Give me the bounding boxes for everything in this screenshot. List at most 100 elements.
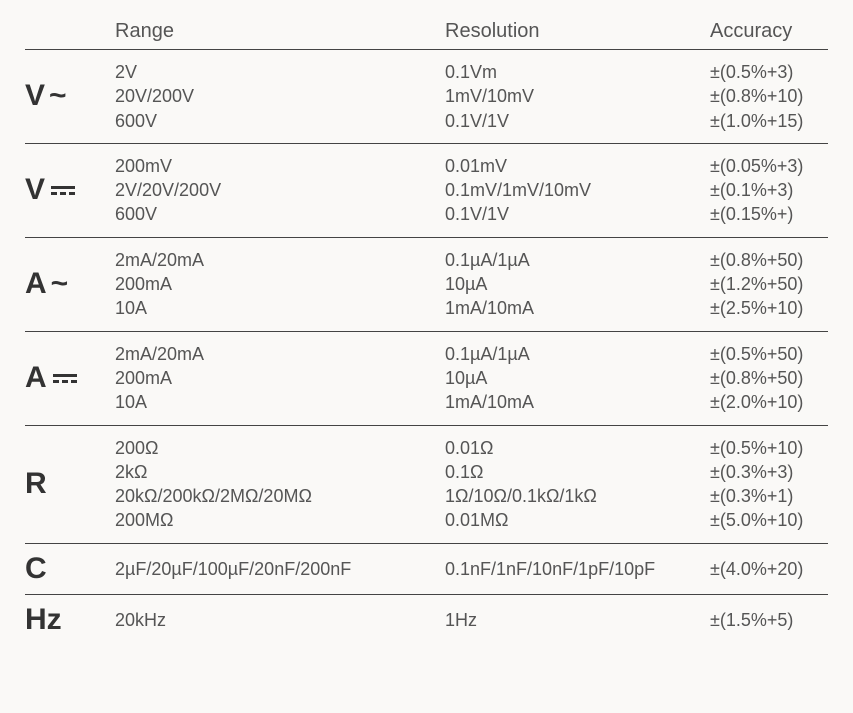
resolution-value: 1Ω/10Ω/0.1kΩ/1kΩ: [445, 484, 710, 508]
dc-icon: [51, 186, 75, 195]
measurement-symbol: Hz: [25, 605, 115, 635]
spec-rows: 2mA/20mA0.1µA/1µA±(0.8%+50)200mA10µA±(1.…: [115, 248, 828, 321]
spec-rows: 2µF/20µF/100µF/20nF/200nF0.1nF/1nF/10nF/…: [115, 557, 828, 581]
spec-row: 2V0.1Vm±(0.5%+3): [115, 60, 828, 84]
resolution-value: 0.1nF/1nF/10nF/1pF/10pF: [445, 557, 710, 581]
spec-row: 600V0.1V/1V±(1.0%+15): [115, 109, 828, 133]
spec-section: A~2mA/20mA0.1µA/1µA±(0.8%+50)200mA10µA±(…: [25, 238, 828, 331]
symbol-letter: A: [25, 269, 47, 299]
measurement-symbol: V~: [25, 81, 115, 111]
spec-table-body: V~2V0.1Vm±(0.5%+3)20V/200V1mV/10mV±(0.8%…: [25, 49, 828, 645]
range-value: 200mV: [115, 154, 445, 178]
accuracy-value: ±(0.8%+10): [710, 84, 828, 108]
accuracy-value: ±(0.5%+50): [710, 342, 828, 366]
spec-row: 2µF/20µF/100µF/20nF/200nF0.1nF/1nF/10nF/…: [115, 557, 828, 581]
accuracy-value: ±(1.2%+50): [710, 272, 828, 296]
spec-row: 200mA10µA±(1.2%+50): [115, 272, 828, 296]
dc-icon: [53, 374, 77, 383]
spec-row: 2mA/20mA0.1µA/1µA±(0.5%+50): [115, 342, 828, 366]
range-value: 2V: [115, 60, 445, 84]
ac-icon: ~: [49, 81, 67, 111]
range-value: 20kΩ/200kΩ/2MΩ/20MΩ: [115, 484, 445, 508]
range-value: 20V/200V: [115, 84, 445, 108]
range-value: 2mA/20mA: [115, 248, 445, 272]
resolution-value: 10µA: [445, 366, 710, 390]
header-accuracy: Accuracy: [710, 20, 828, 43]
spec-row: 10A1mA/10mA±(2.0%+10): [115, 390, 828, 414]
spec-row: 200mA10µA±(0.8%+50): [115, 366, 828, 390]
resolution-value: 0.1Ω: [445, 460, 710, 484]
symbol-letter: C: [25, 554, 47, 584]
measurement-symbol: C: [25, 554, 115, 584]
accuracy-value: ±(5.0%+10): [710, 508, 828, 532]
spec-rows: 2V0.1Vm±(0.5%+3)20V/200V1mV/10mV±(0.8%+1…: [115, 60, 828, 133]
table-header: Range Resolution Accuracy: [25, 20, 828, 49]
measurement-symbol: R: [25, 469, 115, 499]
accuracy-value: ±(1.0%+15): [710, 109, 828, 133]
accuracy-value: ±(2.0%+10): [710, 390, 828, 414]
accuracy-value: ±(0.5%+3): [710, 60, 828, 84]
resolution-value: 0.1Vm: [445, 60, 710, 84]
spec-row: 20kHz1Hz±(1.5%+5): [115, 608, 828, 632]
resolution-value: 1mA/10mA: [445, 390, 710, 414]
accuracy-value: ±(0.1%+3): [710, 178, 828, 202]
resolution-value: 0.1V/1V: [445, 202, 710, 226]
header-symbol-spacer: [25, 20, 115, 43]
range-value: 200Ω: [115, 436, 445, 460]
symbol-letter: V: [25, 175, 45, 205]
resolution-value: 1mA/10mA: [445, 296, 710, 320]
resolution-value: 1mV/10mV: [445, 84, 710, 108]
resolution-value: 0.1µA/1µA: [445, 342, 710, 366]
range-value: 2kΩ: [115, 460, 445, 484]
symbol-letter: R: [25, 469, 47, 499]
resolution-value: 0.1µA/1µA: [445, 248, 710, 272]
spec-row: 20V/200V1mV/10mV±(0.8%+10): [115, 84, 828, 108]
resolution-value: 0.1mV/1mV/10mV: [445, 178, 710, 202]
range-value: 20kHz: [115, 608, 445, 632]
header-range: Range: [115, 20, 445, 43]
spec-section: Hz 20kHz1Hz±(1.5%+5): [25, 595, 828, 645]
header-resolution: Resolution: [445, 20, 710, 43]
spec-section: V~2V0.1Vm±(0.5%+3)20V/200V1mV/10mV±(0.8%…: [25, 50, 828, 143]
spec-section: A2mA/20mA0.1µA/1µA±(0.5%+50)200mA10µA±(0…: [25, 332, 828, 425]
range-value: 2mA/20mA: [115, 342, 445, 366]
spec-row: 200Ω0.01Ω±(0.5%+10): [115, 436, 828, 460]
accuracy-value: ±(0.5%+10): [710, 436, 828, 460]
range-value: 600V: [115, 109, 445, 133]
spec-row: 2mA/20mA0.1µA/1µA±(0.8%+50): [115, 248, 828, 272]
accuracy-value: ±(4.0%+20): [710, 557, 828, 581]
symbol-letter: V: [25, 81, 45, 111]
range-value: 10A: [115, 296, 445, 320]
accuracy-value: ±(0.05%+3): [710, 154, 828, 178]
spec-rows: 20kHz1Hz±(1.5%+5): [115, 608, 828, 632]
accuracy-value: ±(0.8%+50): [710, 248, 828, 272]
range-value: 10A: [115, 390, 445, 414]
spec-row: 2kΩ0.1Ω±(0.3%+3): [115, 460, 828, 484]
accuracy-value: ±(0.3%+1): [710, 484, 828, 508]
range-value: 200MΩ: [115, 508, 445, 532]
spec-row: 10A1mA/10mA±(2.5%+10): [115, 296, 828, 320]
accuracy-value: ±(0.3%+3): [710, 460, 828, 484]
spec-row: 600V0.1V/1V±(0.15%+): [115, 202, 828, 226]
resolution-value: 0.01mV: [445, 154, 710, 178]
ac-icon: ~: [51, 269, 69, 299]
spec-rows: 2mA/20mA0.1µA/1µA±(0.5%+50)200mA10µA±(0.…: [115, 342, 828, 415]
spec-row: 200mV0.01mV±(0.05%+3): [115, 154, 828, 178]
accuracy-value: ±(1.5%+5): [710, 608, 828, 632]
spec-row: 20kΩ/200kΩ/2MΩ/20MΩ1Ω/10Ω/0.1kΩ/1kΩ±(0.3…: [115, 484, 828, 508]
resolution-value: 0.1V/1V: [445, 109, 710, 133]
range-value: 600V: [115, 202, 445, 226]
accuracy-value: ±(0.15%+): [710, 202, 828, 226]
measurement-symbol: V: [25, 175, 115, 205]
spec-row: 2V/20V/200V0.1mV/1mV/10mV±(0.1%+3): [115, 178, 828, 202]
resolution-value: 0.01Ω: [445, 436, 710, 460]
measurement-symbol: A~: [25, 269, 115, 299]
spec-section: V200mV0.01mV±(0.05%+3)2V/20V/200V0.1mV/1…: [25, 144, 828, 237]
range-value: 200mA: [115, 366, 445, 390]
accuracy-value: ±(0.8%+50): [710, 366, 828, 390]
resolution-value: 1Hz: [445, 608, 710, 632]
accuracy-value: ±(2.5%+10): [710, 296, 828, 320]
symbol-letter: A: [25, 363, 47, 393]
symbol-letter: Hz: [25, 605, 62, 635]
range-value: 2V/20V/200V: [115, 178, 445, 202]
